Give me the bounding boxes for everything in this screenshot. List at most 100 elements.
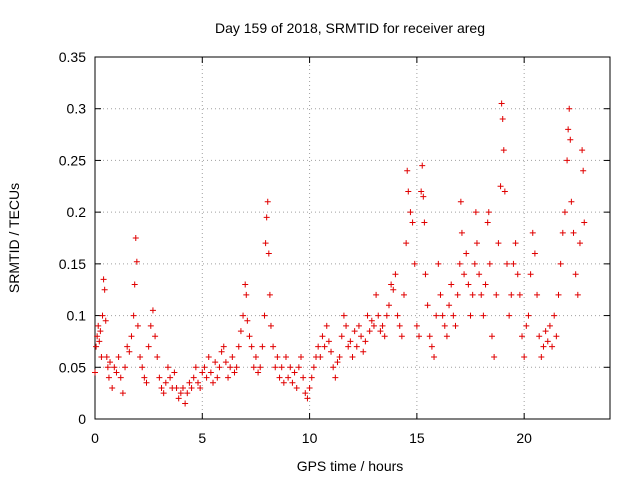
data-point <box>534 291 541 298</box>
data-point <box>246 333 253 340</box>
data-point <box>100 276 107 283</box>
data-point <box>576 240 583 247</box>
data-point <box>259 343 266 350</box>
data-point <box>467 312 474 319</box>
data-point <box>385 302 392 309</box>
data-point <box>491 353 498 360</box>
data-point <box>210 379 217 386</box>
x-tick-label: 10 <box>302 430 318 446</box>
data-point <box>319 333 326 340</box>
data-point <box>242 281 249 288</box>
data-point <box>504 260 510 267</box>
data-point <box>500 147 507 154</box>
y-axis-ticks: 0 0.05 0.1 0.15 0.2 0.25 0.3 0.35 <box>59 49 610 427</box>
data-point <box>572 271 579 278</box>
data-point <box>355 322 362 329</box>
data-point <box>379 322 386 329</box>
data-point <box>463 250 470 257</box>
data-point <box>278 364 285 371</box>
data-point <box>538 353 545 360</box>
data-point <box>338 333 345 340</box>
data-point <box>478 291 485 298</box>
data-point <box>557 260 564 267</box>
data-point <box>559 229 566 236</box>
data-point <box>119 390 126 397</box>
data-point <box>323 322 330 329</box>
data-point <box>132 235 139 241</box>
data-point <box>325 338 332 345</box>
data-point <box>413 322 420 329</box>
data-point <box>261 312 268 319</box>
data-point <box>373 291 380 298</box>
data-point <box>516 291 523 298</box>
data-point <box>177 390 184 397</box>
data-point <box>409 219 416 226</box>
y-axis-label: SRMTID / TECUs <box>6 183 22 293</box>
data-point <box>93 343 100 350</box>
data-point <box>458 229 465 236</box>
data-point <box>98 353 105 360</box>
x-tick-label: 5 <box>198 430 206 446</box>
data-point <box>473 240 480 247</box>
data-point <box>265 250 272 257</box>
data-point <box>388 281 395 288</box>
data-point <box>92 369 98 376</box>
chart-title: Day 159 of 2018, SRMTID for receiver are… <box>215 20 485 36</box>
data-point <box>471 260 478 267</box>
data-point <box>450 312 457 319</box>
data-point <box>137 353 144 360</box>
data-point <box>133 258 140 265</box>
data-point <box>521 353 528 360</box>
data-point <box>431 353 438 360</box>
data-point <box>147 322 154 329</box>
data-point <box>351 328 358 335</box>
data-point <box>282 353 289 360</box>
data-point <box>580 167 587 174</box>
data-point <box>405 188 412 195</box>
y-tick-label: 0.1 <box>67 308 87 324</box>
data-point <box>364 312 371 319</box>
data-point <box>544 338 551 345</box>
data-point <box>195 379 201 386</box>
data-point <box>252 353 259 360</box>
x-tick-label: 15 <box>409 430 425 446</box>
data-point <box>171 369 178 376</box>
data-point <box>244 317 251 324</box>
y-tick-label: 0 <box>78 411 86 427</box>
data-point <box>542 328 549 335</box>
data-point <box>96 338 103 345</box>
data-point <box>199 369 206 376</box>
data-point <box>546 322 553 329</box>
data-point <box>512 240 519 247</box>
data-point <box>229 353 236 360</box>
data-point <box>404 167 411 174</box>
data-point <box>201 364 208 371</box>
data-point <box>553 333 560 340</box>
data-point <box>566 105 573 112</box>
data-point <box>266 291 273 298</box>
data-point <box>448 281 455 288</box>
data-point <box>482 281 489 288</box>
data-point <box>315 343 322 350</box>
data-point <box>276 374 283 381</box>
data-point <box>401 291 407 298</box>
data-point <box>124 343 131 350</box>
data-point <box>420 193 427 200</box>
data-point <box>109 384 116 391</box>
data-point <box>235 343 242 350</box>
data-point <box>95 322 102 329</box>
data-point <box>255 369 262 376</box>
data-point <box>274 353 281 360</box>
data-point <box>416 333 423 340</box>
data-point <box>568 198 575 205</box>
data-point <box>102 317 109 324</box>
data-point <box>452 322 459 329</box>
data-point <box>347 338 354 345</box>
data-point <box>426 333 433 340</box>
data-point <box>581 219 588 226</box>
data-point <box>186 379 193 386</box>
data-point <box>441 322 448 329</box>
data-point <box>439 312 446 319</box>
data-point <box>480 312 487 319</box>
data-point <box>263 214 270 221</box>
